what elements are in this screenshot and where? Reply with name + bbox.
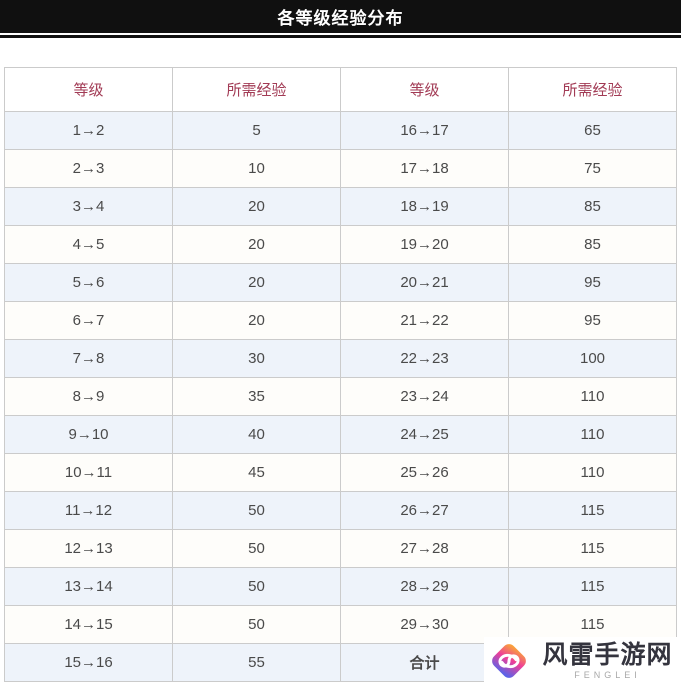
table-row: 5→6 20 20→21 95 <box>4 263 677 302</box>
required-exp-cell: 5 <box>172 111 341 150</box>
table-row: 9→10 40 24→25 110 <box>4 415 677 454</box>
level-range-cell: 7→8 <box>4 339 173 378</box>
level-range-cell: 21→22 <box>340 301 509 340</box>
level-range-cell: 5→6 <box>4 263 173 302</box>
level-range-cell: 25→26 <box>340 453 509 492</box>
required-exp-cell: 20 <box>172 187 341 226</box>
table-row: 4→5 20 19→20 85 <box>4 225 677 264</box>
required-exp-cell: 50 <box>172 605 341 644</box>
exp-table: 等级 所需经验 等级 所需经验 1→2 5 16→17 65 2→3 10 17→18 75 3… <box>4 67 677 682</box>
table-row: 1→2 5 16→17 65 <box>4 111 677 150</box>
level-range-cell: 9→10 <box>4 415 173 454</box>
level-range-cell: 28→29 <box>340 567 509 606</box>
table-row: 10→11 45 25→26 110 <box>4 453 677 492</box>
level-range-cell: 6→7 <box>4 301 173 340</box>
required-exp-cell: 100 <box>508 339 677 378</box>
required-exp-cell: 115 <box>508 567 677 606</box>
level-range-cell: 8→9 <box>4 377 173 416</box>
level-range-cell: 4→5 <box>4 225 173 264</box>
level-range-cell: 18→19 <box>340 187 509 226</box>
table-row: 2→3 10 17→18 75 <box>4 149 677 188</box>
required-exp-cell: 35 <box>172 377 341 416</box>
required-exp-cell: 40 <box>172 415 341 454</box>
level-range-cell: 13→14 <box>4 567 173 606</box>
required-exp-cell: 115 <box>508 491 677 530</box>
table-body: 1→2 5 16→17 65 2→3 10 17→18 75 3→4 20 18→19 85 4→5 20… <box>4 111 677 682</box>
required-exp-cell: 10 <box>172 149 341 188</box>
site-watermark: 风雷手游网 FENGLEI <box>484 637 681 685</box>
required-exp-cell: 95 <box>508 263 677 302</box>
required-exp-cell: 20 <box>172 301 341 340</box>
level-range-cell: 23→24 <box>340 377 509 416</box>
table-row: 3→4 20 18→19 85 <box>4 187 677 226</box>
required-exp-cell: 85 <box>508 187 677 226</box>
page-title: 各等级经验分布 <box>277 9 404 28</box>
table-wrapper: 等级 所需经验 等级 所需经验 1→2 5 16→17 65 2→3 10 17→18 75 3… <box>4 67 677 682</box>
level-range-cell: 12→13 <box>4 529 173 568</box>
table-row: 8→9 35 23→24 110 <box>4 377 677 416</box>
level-range-cell: 19→20 <box>340 225 509 264</box>
level-range-cell: 11→12 <box>4 491 173 530</box>
level-range-cell: 16→17 <box>340 111 509 150</box>
column-header-exp-2: 所需经验 <box>508 67 677 112</box>
level-range-cell: 14→15 <box>4 605 173 644</box>
required-exp-cell: 75 <box>508 149 677 188</box>
required-exp-cell: 65 <box>508 111 677 150</box>
required-exp-cell: 30 <box>172 339 341 378</box>
table-row: 12→13 50 27→28 115 <box>4 529 677 568</box>
required-exp-cell: 85 <box>508 225 677 264</box>
level-range-cell: 3→4 <box>4 187 173 226</box>
level-range-cell: 26→27 <box>340 491 509 530</box>
table-row: 13→14 50 28→29 115 <box>4 567 677 606</box>
required-exp-cell: 20 <box>172 225 341 264</box>
site-name-en: FENGLEI <box>574 669 641 680</box>
column-header-level-1: 等级 <box>4 67 173 112</box>
level-range-cell: 2→3 <box>4 149 173 188</box>
column-header-level-2: 等级 <box>340 67 509 112</box>
required-exp-cell: 50 <box>172 567 341 606</box>
level-range-cell: 27→28 <box>340 529 509 568</box>
table-row: 11→12 50 26→27 115 <box>4 491 677 530</box>
level-range-cell: 17→18 <box>340 149 509 188</box>
required-exp-cell: 20 <box>172 263 341 302</box>
table-row: 6→7 20 21→22 95 <box>4 301 677 340</box>
column-header-exp-1: 所需经验 <box>172 67 341 112</box>
table-header-row: 等级 所需经验 等级 所需经验 <box>4 67 677 112</box>
total-label: 合计 <box>340 643 509 682</box>
title-divider <box>0 35 681 38</box>
table-row: 7→8 30 22→23 100 <box>4 339 677 378</box>
required-exp-cell: 55 <box>172 643 341 682</box>
level-range-cell: 22→23 <box>340 339 509 378</box>
required-exp-cell: 45 <box>172 453 341 492</box>
site-name-block: 风雷手游网 FENGLEI <box>534 640 681 680</box>
required-exp-cell: 50 <box>172 529 341 568</box>
required-exp-cell: 110 <box>508 377 677 416</box>
required-exp-cell: 115 <box>508 529 677 568</box>
required-exp-cell: 110 <box>508 415 677 454</box>
level-range-cell: 1→2 <box>4 111 173 150</box>
level-range-cell: 15→16 <box>4 643 173 682</box>
site-name: 风雷手游网 <box>542 640 673 669</box>
title-bar: 各等级经验分布 <box>0 0 681 33</box>
site-logo-icon <box>492 644 526 678</box>
required-exp-cell: 110 <box>508 453 677 492</box>
level-range-cell: 20→21 <box>340 263 509 302</box>
level-range-cell: 10→11 <box>4 453 173 492</box>
required-exp-cell: 95 <box>508 301 677 340</box>
level-range-cell: 24→25 <box>340 415 509 454</box>
required-exp-cell: 50 <box>172 491 341 530</box>
